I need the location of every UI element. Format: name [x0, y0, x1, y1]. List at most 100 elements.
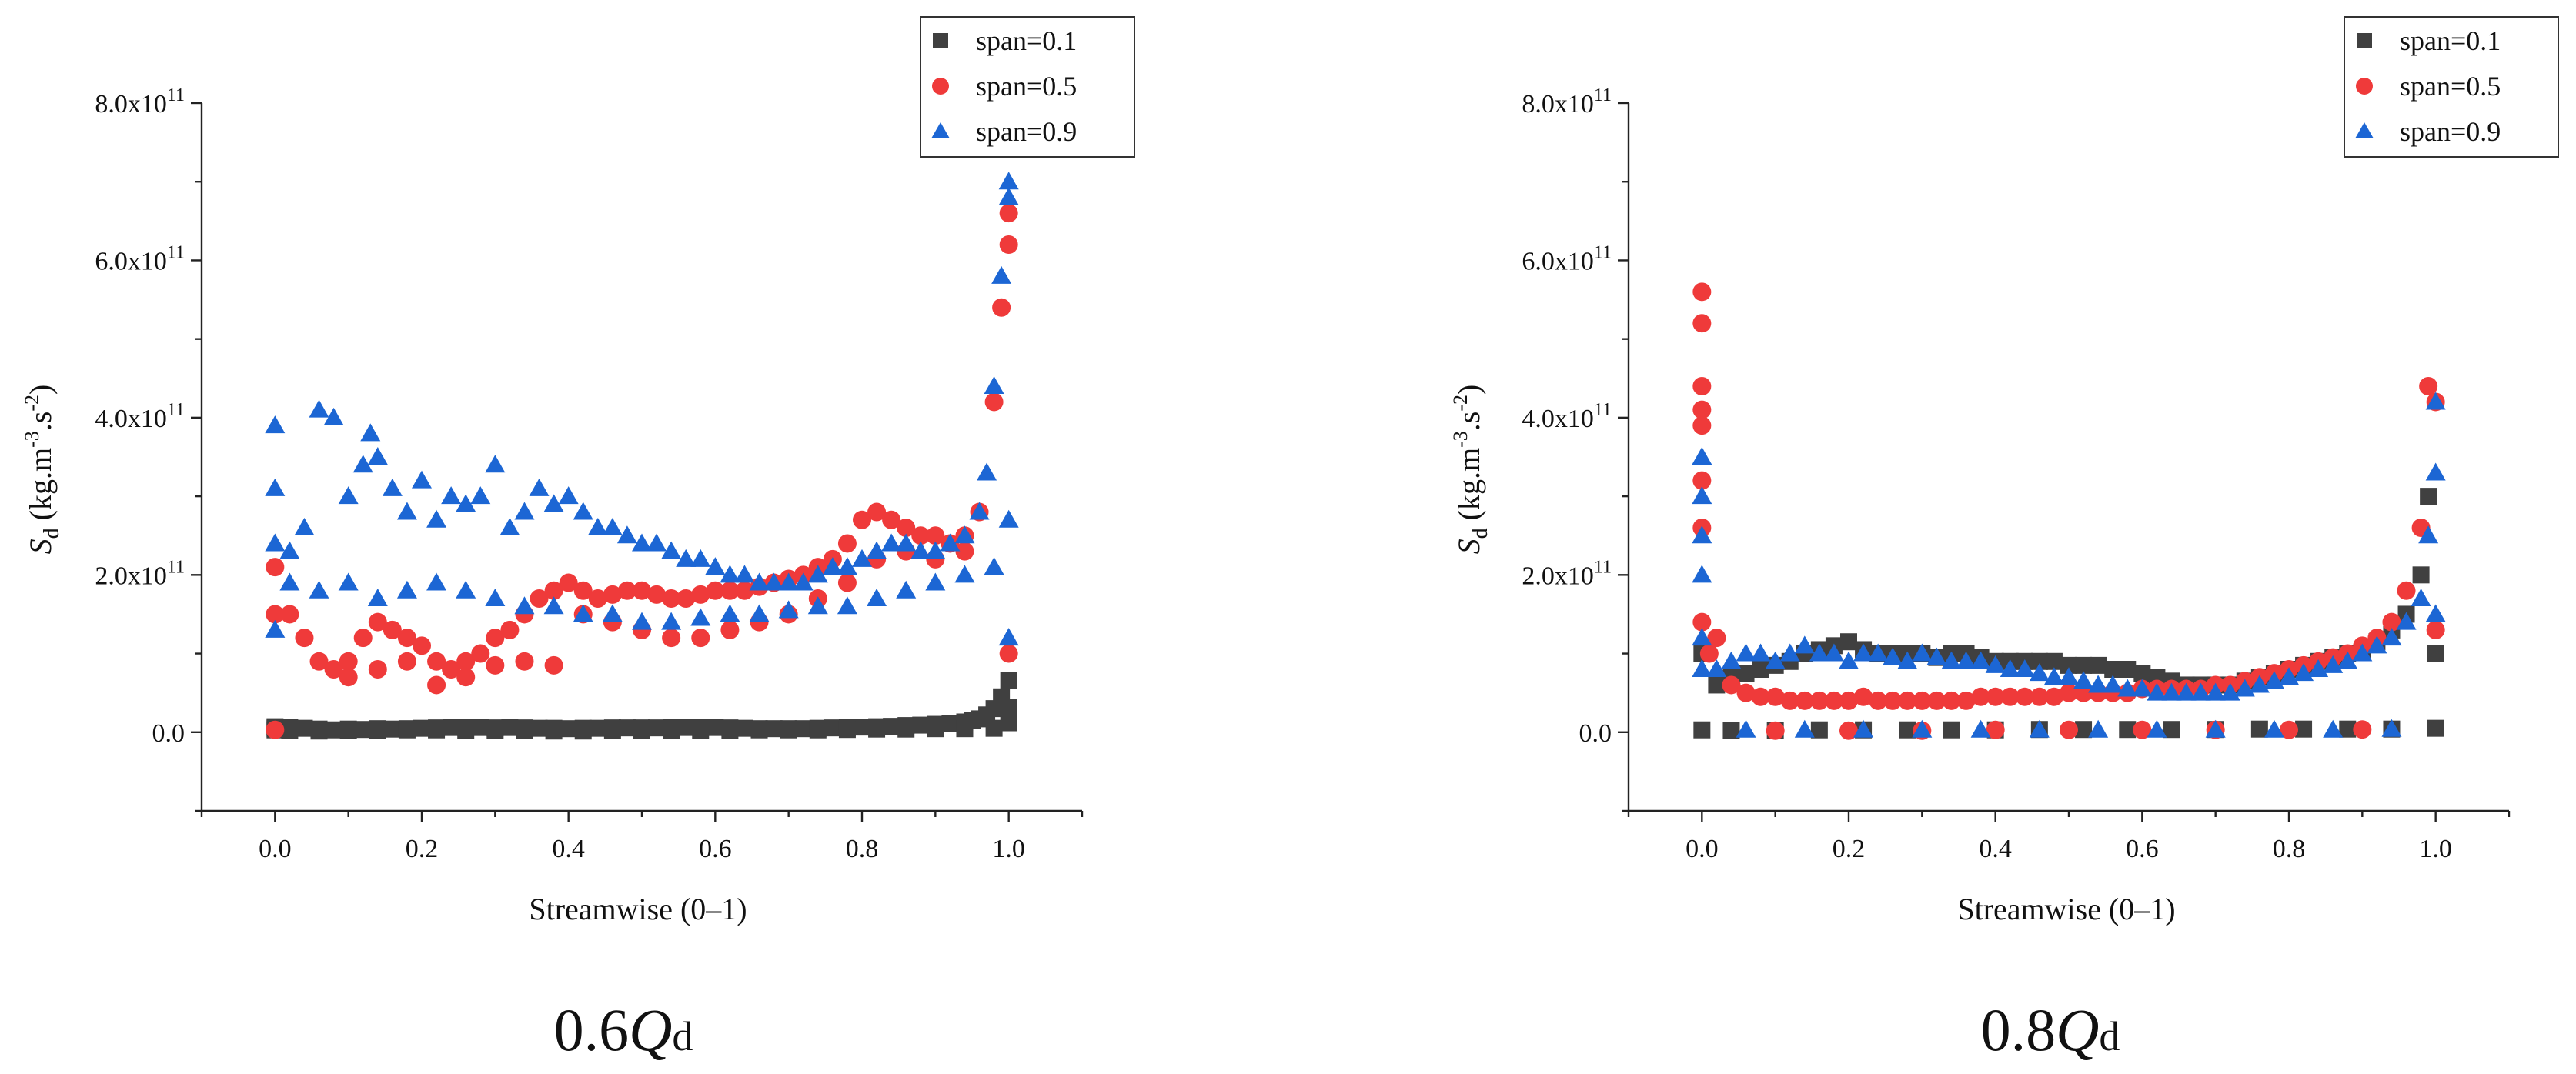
- data-point: [2030, 687, 2049, 706]
- data-point: [824, 719, 841, 737]
- data-point: [279, 572, 300, 591]
- data-point: [544, 655, 563, 675]
- data-point: [2205, 719, 2226, 738]
- legend-label-span-0-9: span=0.9: [976, 116, 1077, 147]
- data-point: [428, 721, 446, 739]
- data-point: [881, 533, 902, 552]
- data-point: [2000, 659, 2020, 677]
- data-point: [2381, 719, 2402, 737]
- data-point: [2103, 675, 2123, 693]
- data-point: [426, 509, 447, 528]
- data-point: [573, 581, 593, 600]
- data-point: [1000, 714, 1017, 732]
- data-point: [1970, 651, 1991, 669]
- data-point: [1692, 525, 1712, 544]
- data-point: [1898, 691, 1917, 710]
- data-point: [265, 533, 286, 552]
- y-tick-label: 4.0x1011: [95, 400, 185, 433]
- data-point: [1692, 471, 1712, 490]
- data-point: [854, 719, 870, 736]
- x-axis-label: Streamwise (0–1): [529, 892, 747, 926]
- x-tick-label: 0.6: [699, 835, 732, 863]
- data-point: [367, 589, 388, 606]
- data-point: [822, 557, 843, 575]
- data-point: [618, 719, 636, 737]
- x-tick-label: 0.4: [552, 835, 585, 863]
- data-point: [500, 620, 520, 639]
- data-point: [1897, 651, 1918, 669]
- data-point: [1692, 447, 1712, 465]
- data-point: [633, 581, 651, 600]
- data-point: [603, 585, 622, 604]
- data-point: [632, 533, 652, 552]
- data-point: [501, 719, 519, 736]
- data-point: [707, 719, 724, 736]
- data-point: [1883, 691, 1903, 710]
- data-point: [999, 644, 1018, 663]
- data-point: [720, 620, 740, 639]
- data-point: [1899, 721, 1916, 739]
- data-point: [2090, 656, 2107, 674]
- data-point: [1707, 629, 1726, 648]
- data-point: [265, 619, 286, 638]
- legend-label-span-0-1: span=0.1: [2400, 25, 2501, 56]
- data-point: [2163, 721, 2180, 739]
- data-point: [2132, 679, 2153, 697]
- data-point: [647, 533, 667, 552]
- data-point: [324, 660, 343, 679]
- data-point: [720, 581, 740, 600]
- legend-label-span-0-1: span=0.1: [976, 25, 1077, 56]
- data-point: [2427, 645, 2444, 662]
- data-point: [2425, 392, 2446, 410]
- data-point: [1708, 676, 1726, 694]
- caption-0-8qd: 0.8Qd: [1981, 996, 2120, 1063]
- data-point: [1853, 719, 1874, 738]
- data-point: [456, 668, 476, 687]
- data-point: [2411, 589, 2431, 606]
- data-point: [1956, 691, 1976, 710]
- y-tick-label: 8.0x1011: [95, 85, 185, 118]
- data-point: [441, 486, 462, 505]
- data-point: [369, 722, 386, 739]
- data-point: [1692, 416, 1712, 435]
- data-point: [2420, 488, 2437, 505]
- data-point: [999, 235, 1018, 254]
- data-point: [515, 652, 534, 671]
- data-point: [896, 580, 917, 599]
- data-point: [1926, 647, 1947, 665]
- y-tick-label: 6.0x1011: [1522, 242, 1612, 275]
- y-tick-label: 6.0x1011: [95, 242, 185, 275]
- data-point: [1706, 659, 1727, 677]
- tick-labels: 0.0 2.0x1011 4.0x1011 6.0x1011 8.0x1011 0.0 0.…: [95, 85, 1025, 863]
- series-span-0-1: [266, 672, 1017, 740]
- data-point: [543, 494, 564, 512]
- series-span-0-5: [266, 204, 1018, 739]
- data-point: [2043, 667, 2064, 685]
- data-point: [1692, 486, 1712, 505]
- data-point: [750, 721, 768, 739]
- x-tick-label: 0.4: [1979, 835, 2012, 863]
- data-point: [427, 675, 446, 695]
- data-point: [1752, 661, 1769, 678]
- data-point: [486, 655, 505, 675]
- data-point: [456, 580, 476, 599]
- data-point: [2264, 719, 2284, 738]
- data-point: [1943, 721, 1960, 739]
- data-point: [456, 652, 476, 671]
- data-point: [2337, 651, 2358, 669]
- data-point: [969, 502, 990, 520]
- legend-marker-span-0-1: [933, 33, 948, 48]
- data-point: [736, 719, 753, 737]
- data-point: [544, 581, 563, 600]
- data-point: [574, 722, 592, 740]
- data-point: [940, 533, 961, 552]
- data-point: [2295, 720, 2313, 738]
- data-point: [470, 486, 491, 505]
- data-point: [352, 455, 373, 473]
- data-point: [1779, 643, 1800, 662]
- data-point: [1766, 687, 1785, 706]
- data-point: [837, 557, 857, 575]
- data-point: [560, 720, 577, 738]
- data-point: [1692, 400, 1712, 419]
- data-point: [573, 502, 593, 520]
